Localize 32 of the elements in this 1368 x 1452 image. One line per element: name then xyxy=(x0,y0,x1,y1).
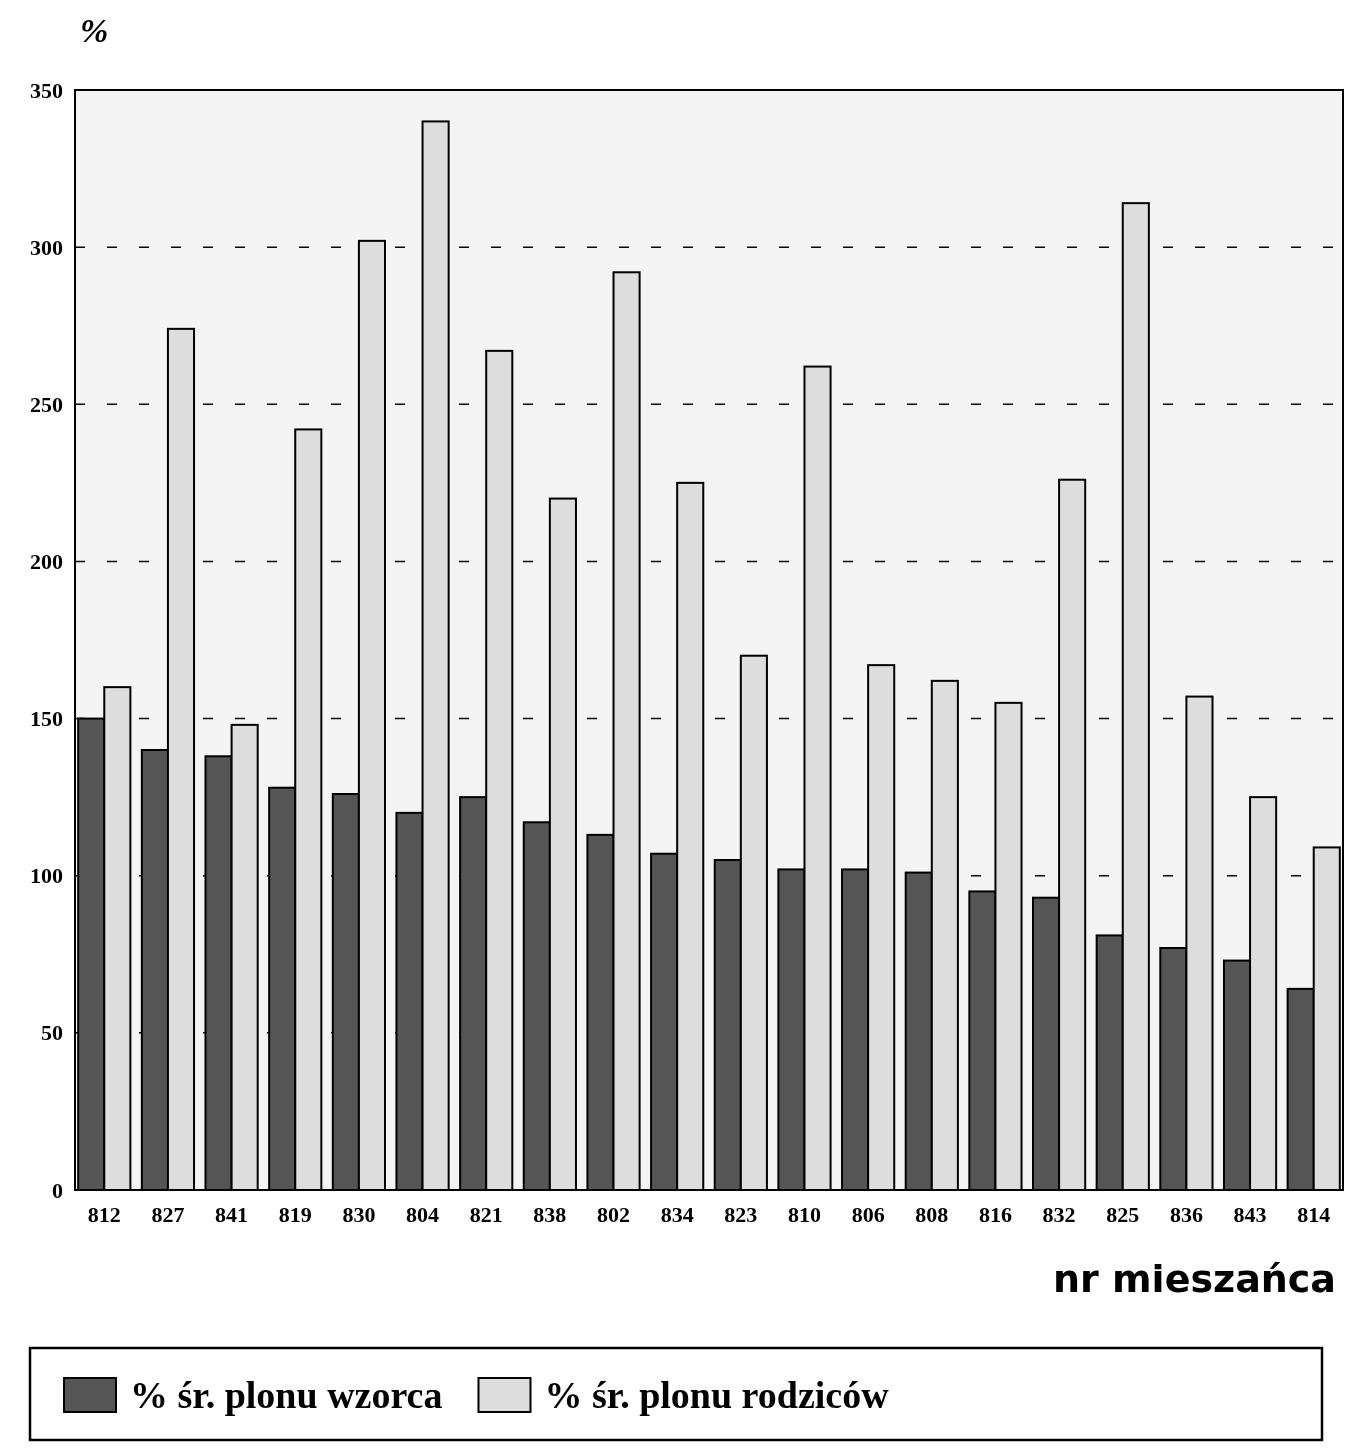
y-axis-title: % xyxy=(80,12,109,49)
x-tick-label: 804 xyxy=(406,1201,440,1227)
y-tick-label: 150 xyxy=(30,706,63,732)
y-tick-label: 300 xyxy=(30,234,63,260)
x-tick-label: 816 xyxy=(978,1201,1012,1227)
x-axis-title: nr mieszańca xyxy=(1052,1257,1336,1301)
y-tick-label: 200 xyxy=(30,548,63,574)
x-tick-label: 802 xyxy=(597,1201,631,1227)
x-tick-label: 814 xyxy=(1297,1201,1331,1227)
x-tick-label: 838 xyxy=(533,1201,567,1227)
x-tick-label: 821 xyxy=(469,1201,503,1227)
x-tick-label: 830 xyxy=(342,1201,376,1227)
x-tick-label: 827 xyxy=(151,1201,185,1227)
x-tick-label: 808 xyxy=(915,1201,949,1227)
x-tick-label: 806 xyxy=(851,1201,885,1227)
y-tick-label: 350 xyxy=(30,77,63,103)
x-tick-label: 843 xyxy=(1233,1201,1267,1227)
x-tick-label: 841 xyxy=(215,1201,249,1227)
x-tick-label: 836 xyxy=(1169,1201,1203,1227)
x-tick-label: 819 xyxy=(278,1201,312,1227)
legend-label: % śr. plonu rodziców xyxy=(544,1374,890,1416)
y-tick-label: 50 xyxy=(41,1020,63,1046)
y-tick-label: 250 xyxy=(30,391,63,417)
legend-label: % śr. plonu wzorca xyxy=(130,1374,443,1416)
y-tick-label: 0 xyxy=(52,1177,63,1203)
x-tick-label: 823 xyxy=(724,1201,758,1227)
x-tick-label: 810 xyxy=(787,1201,821,1227)
x-tick-label: 825 xyxy=(1106,1201,1140,1227)
x-tick-label: 834 xyxy=(660,1201,694,1227)
y-tick-label: 100 xyxy=(30,863,63,889)
x-tick-label: 832 xyxy=(1042,1201,1076,1227)
x-tick-label: 812 xyxy=(87,1201,121,1227)
